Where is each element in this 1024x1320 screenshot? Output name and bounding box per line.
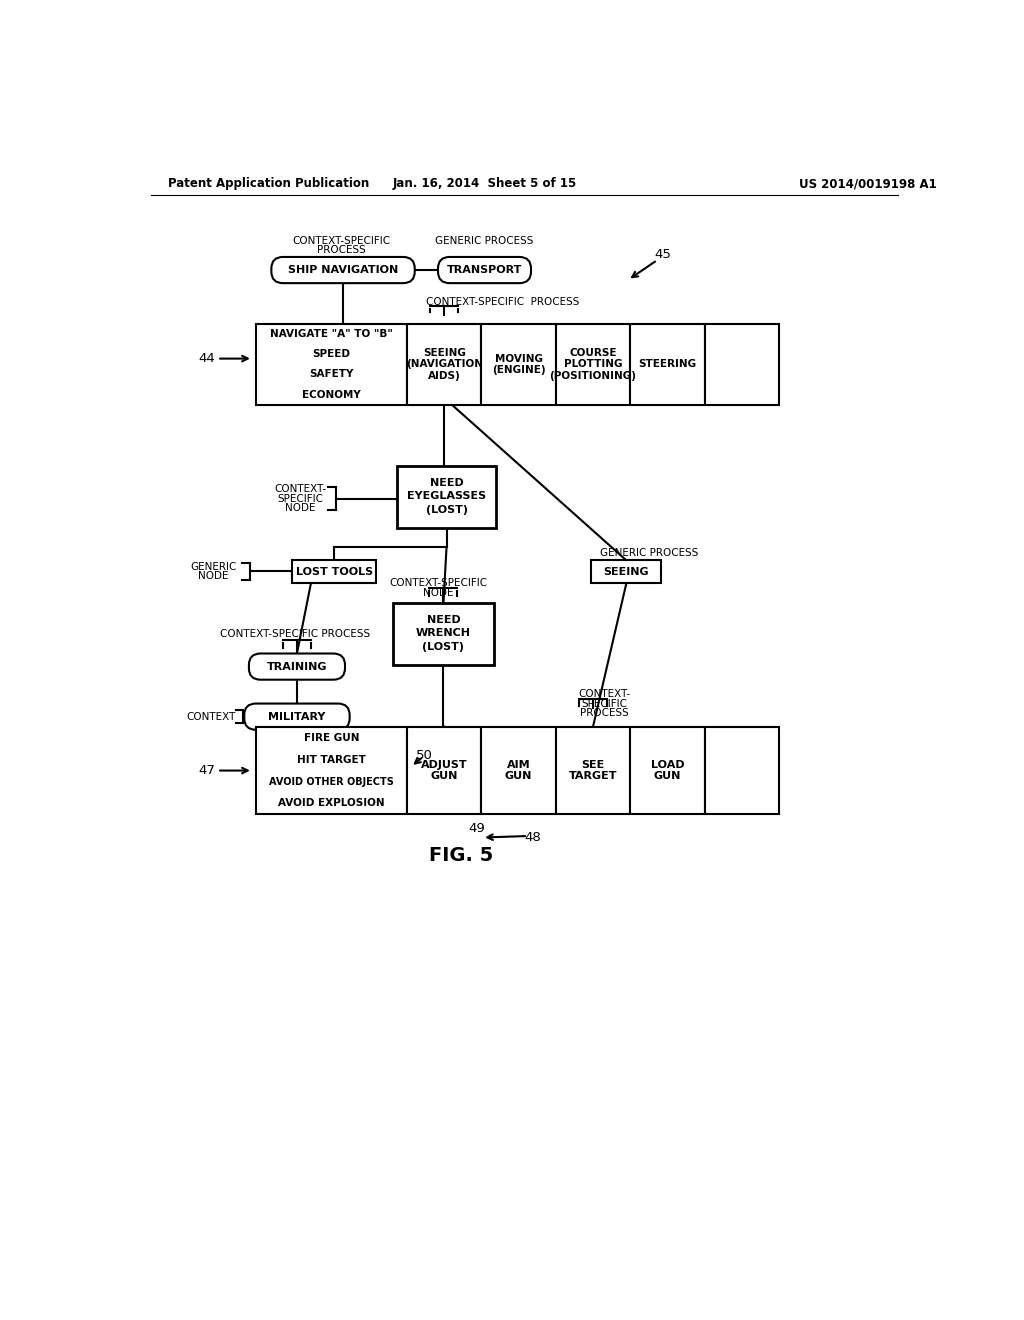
Bar [292, 560, 376, 583]
Text: ECONOMY: ECONOMY [302, 389, 360, 400]
Text: (LOST): (LOST) [423, 642, 465, 652]
FancyBboxPatch shape [245, 704, 349, 730]
Bar [407, 726, 481, 814]
Text: PROCESS: PROCESS [581, 708, 629, 718]
Text: CONTEXT-SPECIFIC: CONTEXT-SPECIFIC [292, 236, 390, 246]
Text: SEEING: SEEING [603, 566, 649, 577]
Text: LOAD
GUN: LOAD GUN [650, 760, 684, 781]
Bar [256, 726, 407, 814]
Bar [481, 323, 556, 405]
Bar [397, 466, 496, 528]
Text: CONTEXT-SPECIFIC  PROCESS: CONTEXT-SPECIFIC PROCESS [426, 297, 579, 308]
Text: SPECIFIC: SPECIFIC [278, 494, 323, 504]
Text: NODE: NODE [198, 570, 228, 581]
Text: MILITARY: MILITARY [268, 711, 326, 722]
Text: 45: 45 [654, 248, 671, 261]
Text: TRANSPORT: TRANSPORT [446, 265, 522, 275]
Text: SAFETY: SAFETY [309, 370, 353, 379]
Text: 49: 49 [468, 822, 485, 834]
Text: NAVIGATE "A" TO "B": NAVIGATE "A" TO "B" [270, 329, 393, 339]
Text: PROCESS: PROCESS [316, 246, 366, 255]
Text: GENERIC PROCESS: GENERIC PROCESS [435, 236, 534, 246]
Text: ADJUST
GUN: ADJUST GUN [421, 760, 468, 781]
Text: WRENCH: WRENCH [416, 628, 471, 638]
Text: 47: 47 [199, 764, 215, 777]
Text: TRAINING: TRAINING [266, 661, 328, 672]
Text: GENERIC: GENERIC [190, 561, 237, 572]
Bar [556, 726, 630, 814]
Text: NODE: NODE [285, 503, 315, 513]
Text: SPEED: SPEED [312, 350, 350, 359]
FancyBboxPatch shape [249, 653, 345, 680]
Text: NEED: NEED [430, 478, 464, 488]
Text: MOVING
(ENGINE): MOVING (ENGINE) [492, 354, 546, 375]
Text: FIRE GUN: FIRE GUN [304, 733, 359, 743]
Text: SEE
TARGET: SEE TARGET [568, 760, 617, 781]
Text: 44: 44 [199, 352, 215, 366]
Text: Patent Application Publication: Patent Application Publication [168, 177, 370, 190]
Text: CONTEXT-SPECIFIC: CONTEXT-SPECIFIC [389, 578, 487, 589]
Text: AIM
GUN: AIM GUN [505, 760, 532, 781]
Text: CONTEXT-SPECIFIC PROCESS: CONTEXT-SPECIFIC PROCESS [219, 630, 370, 639]
Text: 50: 50 [417, 748, 433, 762]
Bar [256, 323, 407, 405]
Bar [705, 323, 779, 405]
Text: STEERING: STEERING [638, 359, 696, 370]
Text: CONTEXT-: CONTEXT- [274, 484, 326, 495]
Bar [556, 323, 630, 405]
Text: NEED: NEED [427, 615, 461, 626]
Text: FIG. 5: FIG. 5 [429, 846, 494, 865]
Text: AVOID OTHER OBJECTS: AVOID OTHER OBJECTS [269, 776, 394, 787]
Text: (LOST): (LOST) [426, 504, 468, 515]
Text: SPECIFIC: SPECIFIC [582, 698, 628, 709]
Text: 48: 48 [524, 832, 541, 843]
Text: CONTEXT: CONTEXT [186, 711, 236, 722]
Bar [393, 603, 494, 665]
Text: COURSE
PLOTTING
(POSITIONING): COURSE PLOTTING (POSITIONING) [550, 347, 637, 381]
Text: EYEGLASSES: EYEGLASSES [407, 491, 486, 500]
Bar [630, 726, 705, 814]
Text: SEEING
(NAVIGATION
AIDS): SEEING (NAVIGATION AIDS) [406, 347, 482, 381]
Bar [407, 323, 481, 405]
Text: Jan. 16, 2014  Sheet 5 of 15: Jan. 16, 2014 Sheet 5 of 15 [392, 177, 577, 190]
Text: CONTEXT-: CONTEXT- [579, 689, 631, 700]
Text: SHIP NAVIGATION: SHIP NAVIGATION [288, 265, 398, 275]
Bar [592, 560, 662, 583]
FancyBboxPatch shape [438, 257, 531, 284]
Bar [630, 323, 705, 405]
FancyBboxPatch shape [271, 257, 415, 284]
Text: HIT TARGET: HIT TARGET [297, 755, 366, 764]
Bar [705, 726, 779, 814]
Text: NODE: NODE [423, 587, 454, 598]
Text: LOST TOOLS: LOST TOOLS [296, 566, 373, 577]
Text: US 2014/0019198 A1: US 2014/0019198 A1 [800, 177, 937, 190]
Text: GENERIC PROCESS: GENERIC PROCESS [600, 548, 698, 557]
Text: AVOID EXPLOSION: AVOID EXPLOSION [279, 799, 385, 808]
Bar [481, 726, 556, 814]
